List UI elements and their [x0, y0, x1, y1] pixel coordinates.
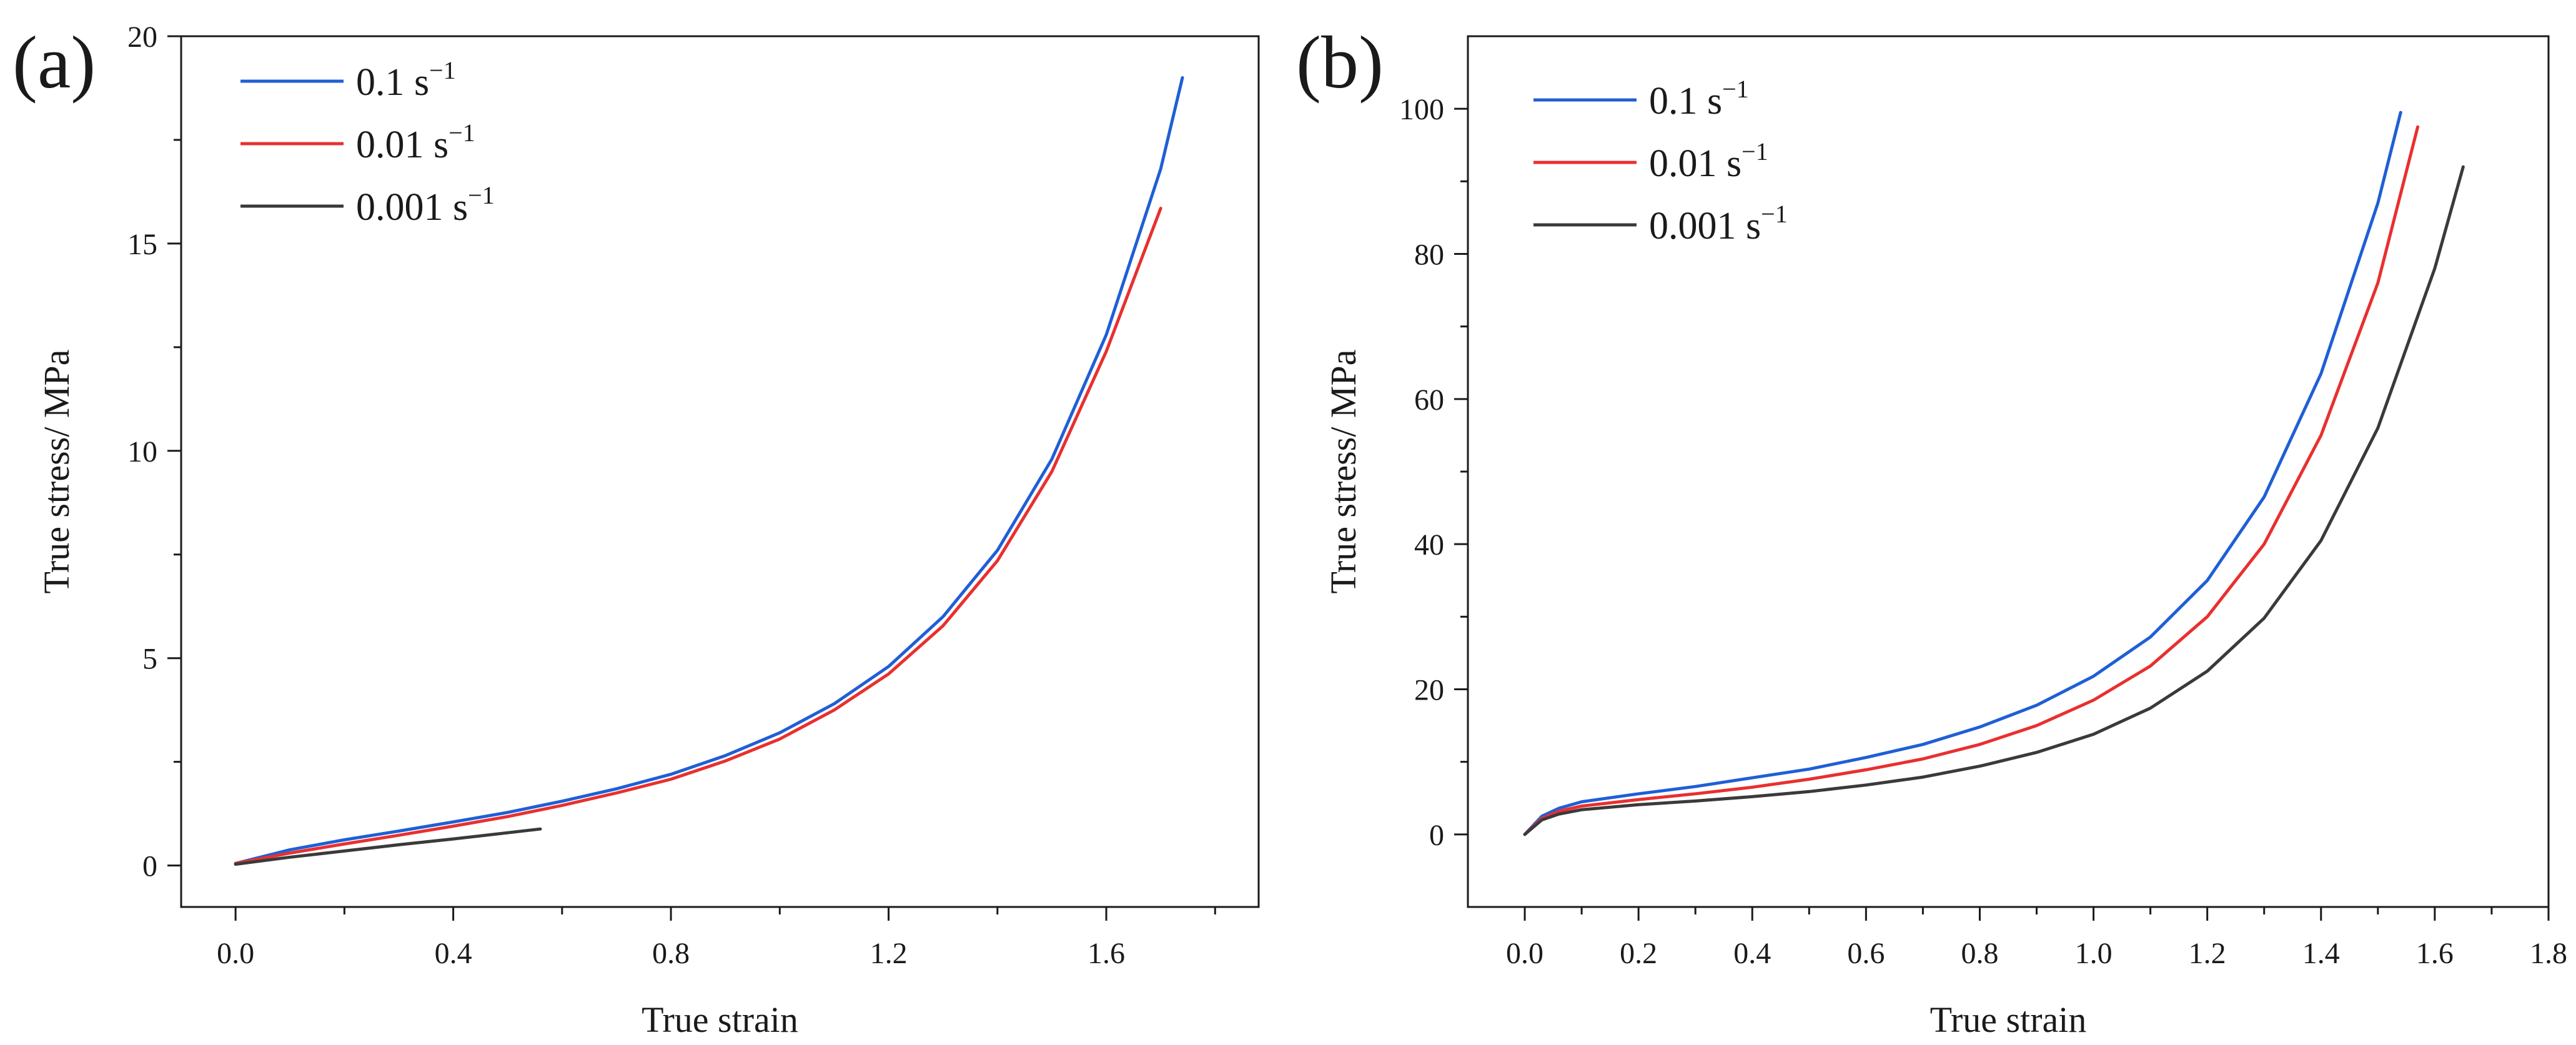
y-tick-label: 5 — [142, 643, 157, 676]
legend-label: 0.1 s−1 — [1649, 75, 1749, 122]
y-tick-label: 20 — [127, 21, 157, 54]
panel-label: (a) — [12, 21, 96, 104]
series-line-2 — [234, 827, 542, 866]
y-tick-label: 0 — [142, 850, 157, 883]
x-tick-label: 1.8 — [2530, 937, 2567, 970]
x-tick-label: 0.6 — [1847, 937, 1885, 970]
x-tick-label: 1.4 — [2302, 937, 2340, 970]
plot-frame — [180, 35, 1260, 908]
y-tick-label: 15 — [127, 228, 157, 261]
x-tick-label: 0.2 — [1620, 937, 1657, 970]
x-tick-label: 1.2 — [870, 937, 908, 970]
y-tick-label: 60 — [1414, 384, 1444, 417]
series-line-0 — [234, 76, 1184, 865]
panel-label: (b) — [1296, 21, 1384, 104]
series-line-1 — [1523, 125, 2420, 836]
series-line-0 — [1523, 111, 2402, 836]
x-tick-label: 0.0 — [217, 937, 254, 970]
y-tick-label: 100 — [1399, 93, 1444, 126]
legend-label: 0.001 s−1 — [1649, 200, 1788, 247]
x-tick-label: 0.8 — [652, 937, 690, 970]
y-axis-title: True stress/ MPa — [1323, 349, 1364, 593]
legend-label: 0.01 s−1 — [1649, 137, 1768, 185]
x-tick-label: 1.6 — [2416, 937, 2454, 970]
y-tick-label: 10 — [127, 435, 157, 468]
x-tick-label: 0.4 — [435, 937, 472, 970]
x-tick-label: 0.0 — [1506, 937, 1543, 970]
y-tick-label: 0 — [1429, 819, 1444, 852]
x-tick-label: 1.2 — [2189, 937, 2226, 970]
x-axis-title: True strain — [642, 999, 798, 1040]
panel-b-chart: (b) 0.0 0.2 0.4 0.6 0.8 1.0 1.2 1.4 1.6 1.8 0 20 40 60… — [1296, 21, 2567, 1040]
y-tick-label: 80 — [1414, 239, 1444, 272]
y-tick-label: 20 — [1414, 674, 1444, 707]
series-line-1 — [234, 207, 1162, 865]
x-tick-label: 1.6 — [1087, 937, 1125, 970]
x-axis-title: True strain — [1930, 999, 2087, 1040]
y-axis-title: True stress/ MPa — [36, 349, 77, 593]
legend-label: 0.001 s−1 — [356, 181, 495, 229]
y-tick-label: 40 — [1414, 528, 1444, 562]
panel-a-chart: (a) 0.0 0.4 0.8 1.2 1.6 0 5 10 15 20 True strain Tru… — [12, 21, 1260, 1040]
legend-label: 0.1 s−1 — [356, 56, 456, 104]
x-tick-label: 0.4 — [1733, 937, 1771, 970]
x-tick-label: 0.8 — [1961, 937, 1998, 970]
x-tick-label: 1.0 — [2075, 937, 2113, 970]
series-line-2 — [1523, 165, 2465, 836]
legend-label: 0.01 s−1 — [356, 119, 475, 166]
